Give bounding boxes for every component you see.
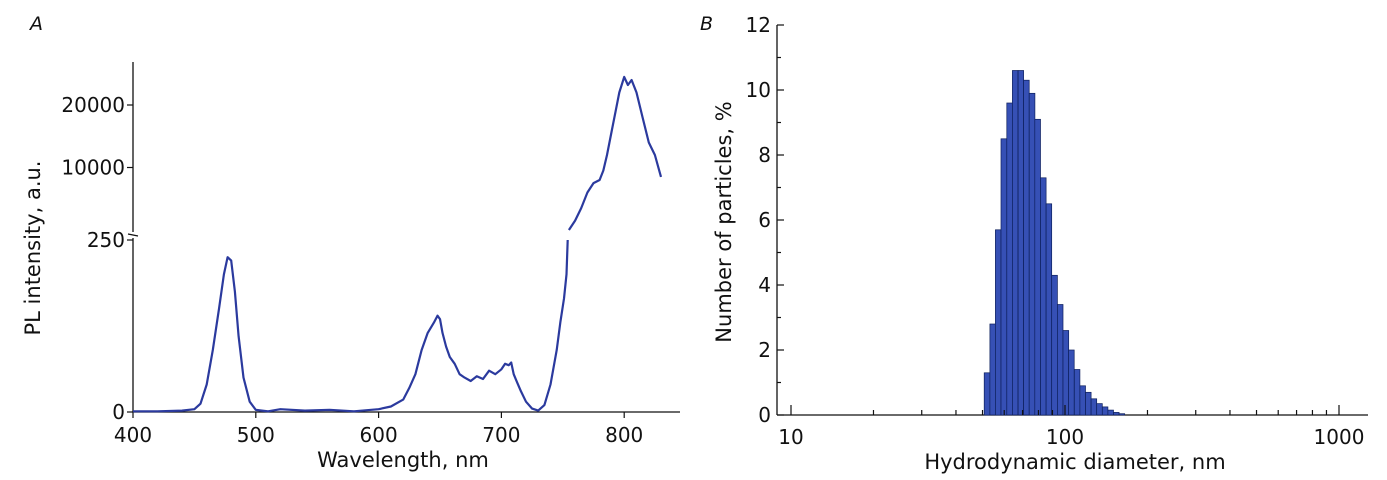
histogram-bar [1040,177,1047,416]
panel-a-axis-break-mark [127,233,139,237]
panel-b-y-tick-label: 12 [746,13,771,37]
histogram-bar [1073,369,1081,416]
histogram-bar [1051,274,1058,416]
panel-a-y-title: PL intensity, a.u. [21,161,45,336]
panel-b-label: B [700,13,713,35]
histogram-bar [983,372,991,416]
histogram-bar [1062,330,1070,416]
histogram-bar [1000,138,1008,416]
panel-a-y-ticks: 0 250 10000 20000 [61,93,133,424]
histogram-bar [989,323,996,416]
panel-b: B 10 100 1000 0 2 4 6 8 10 12 Hydrodynamic diame… [700,13,1368,474]
panel-a-x-title: Wavelength, nm [317,448,489,472]
panel-b-y-tick-label: 2 [758,338,771,362]
panel-b-y-tick-label: 6 [758,208,771,232]
histogram-bar [1034,118,1041,416]
histogram-bar [1085,391,1092,416]
histogram-bar [1017,70,1024,416]
histogram-bar [1079,385,1086,416]
histogram-bar [1023,79,1030,416]
panel-a-spectrum-lower [133,239,569,413]
histogram-bar [1113,412,1120,416]
histogram-bar [1057,304,1064,416]
panel-b-y-title: Number of particles, % [712,101,736,342]
panel-a-y-tick-label: 250 [87,228,125,252]
panel-b-x-ticks: 10 100 1000 [778,405,1364,449]
panel-a-x-tick-label: 800 [605,423,643,447]
panel-b-x-tick-label: 100 [1046,425,1084,449]
histogram-bar [1096,403,1103,416]
panel-b-y-ticks: 0 2 4 6 8 10 12 [746,13,784,427]
panel-a-y-tick-label: 20000 [61,93,125,117]
panel-b-x-tick-label: 10 [778,425,803,449]
panel-b-bars [983,70,1126,416]
panel-b-y-tick-label: 4 [758,273,771,297]
histogram-bar [1118,413,1126,416]
panel-a-x-ticks: 400 500 600 700 800 [114,412,643,447]
histogram-bar [1090,398,1098,416]
histogram-bar [1107,409,1114,416]
histogram-bar [1006,102,1013,416]
panel-a-spectrum-upper [567,75,663,231]
histogram-bar [1012,70,1019,416]
panel-a-x-tick-label: 600 [360,423,398,447]
panel-b-y-tick-label: 0 [758,403,771,427]
histogram-bar [1068,349,1075,416]
panel-b-x-title: Hydrodynamic diameter, nm [924,450,1225,474]
histogram-bar [1101,406,1109,416]
panel-a-curves [133,75,663,413]
panel-b-y-tick-label: 8 [758,143,771,167]
histogram-bar [995,229,1002,416]
panel-a: A 400 500 600 700 800 0 250 10000 20000 Wavelen… [21,13,680,472]
panel-a-y-tick-label: 0 [112,400,125,424]
histogram-bar [1045,203,1053,416]
panel-a-x-tick-label: 700 [482,423,520,447]
panel-b-y-tick-label: 10 [746,78,771,102]
panel-a-y-tick-label: 10000 [61,156,125,180]
panel-a-label: A [28,13,43,35]
histogram-bar [1028,92,1036,416]
panel-b-x-tick-label: 1000 [1314,425,1365,449]
panel-a-x-tick-label: 400 [114,423,152,447]
panel-a-x-tick-label: 500 [237,423,275,447]
